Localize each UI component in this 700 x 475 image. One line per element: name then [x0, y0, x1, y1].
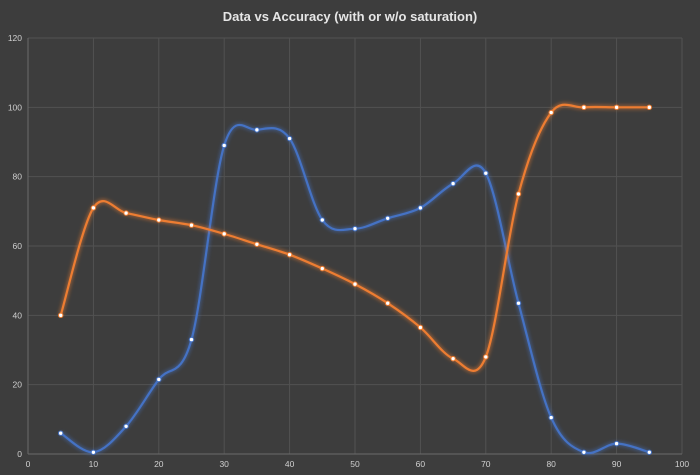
series-2-point: [385, 300, 391, 306]
series-1-point: [548, 414, 554, 421]
x-tick-label: 30: [219, 459, 229, 469]
series-1-point: [221, 142, 227, 149]
series-1-point: [417, 205, 424, 211]
series-2-point: [581, 104, 587, 111]
series-1-point: [515, 300, 522, 306]
series-2-point: [417, 324, 424, 331]
x-tick-label: 20: [154, 459, 164, 469]
series-2-point: [221, 231, 227, 237]
series-2-point: [123, 210, 129, 216]
grid-layer: [28, 37, 683, 454]
series-2-point: [515, 191, 522, 197]
x-tick-label: 10: [89, 459, 99, 469]
series-1-point: [156, 376, 162, 383]
series-1-point: [450, 180, 456, 187]
series-2-point: [58, 312, 64, 319]
series-2-point: [156, 217, 162, 223]
series-1-point: [385, 215, 391, 221]
x-tick-label: 0: [26, 459, 31, 469]
x-tick-label: 70: [481, 459, 491, 469]
series-1-point: [319, 217, 325, 223]
series-2-point: [646, 104, 652, 111]
series-layer: [58, 103, 652, 455]
chart-title: Data vs Accuracy (with or w/o saturation…: [222, 9, 478, 24]
series-2-point: [352, 281, 358, 287]
series-1-point: [581, 449, 587, 455]
series-1-point: [613, 440, 620, 447]
y-tick-label: 20: [13, 380, 23, 390]
series-1-line: [60, 123, 650, 455]
series-1-point: [58, 430, 64, 436]
series-2-point: [483, 354, 489, 360]
series-2-point: [286, 251, 293, 258]
series-1-point: [352, 225, 358, 232]
series-1-point: [646, 449, 652, 455]
x-tick-label: 80: [546, 459, 556, 469]
x-tick-label: 90: [612, 459, 622, 469]
axis-layer: 0 20 40 60 80 100 120 0 10 20 30 40 50 60 70 80 90 100: [8, 33, 690, 469]
series-1-point: [286, 135, 293, 142]
x-tick-label: 50: [350, 459, 360, 469]
series-2-point: [90, 205, 97, 211]
series-1-point: [254, 127, 260, 133]
series-1-point: [90, 449, 97, 455]
series-2-point: [319, 265, 325, 272]
series-2-point: [450, 355, 456, 362]
y-tick-label: 0: [17, 449, 22, 459]
series-1-point: [188, 336, 195, 343]
series-1-point: [123, 423, 129, 429]
series-1-point: [483, 170, 489, 176]
y-tick-label: 120: [8, 33, 22, 43]
series-2-point: [613, 104, 620, 111]
y-tick-label: 100: [8, 102, 22, 112]
x-tick-label: 60: [416, 459, 426, 469]
y-tick-label: 80: [13, 172, 23, 182]
series-2-point: [548, 109, 554, 116]
y-tick-label: 60: [13, 241, 23, 251]
series-2-point: [188, 222, 195, 228]
y-tick-label: 40: [13, 310, 23, 320]
series-2-point: [254, 241, 260, 247]
x-tick-label: 40: [285, 459, 295, 469]
x-tick-label: 100: [675, 459, 689, 469]
